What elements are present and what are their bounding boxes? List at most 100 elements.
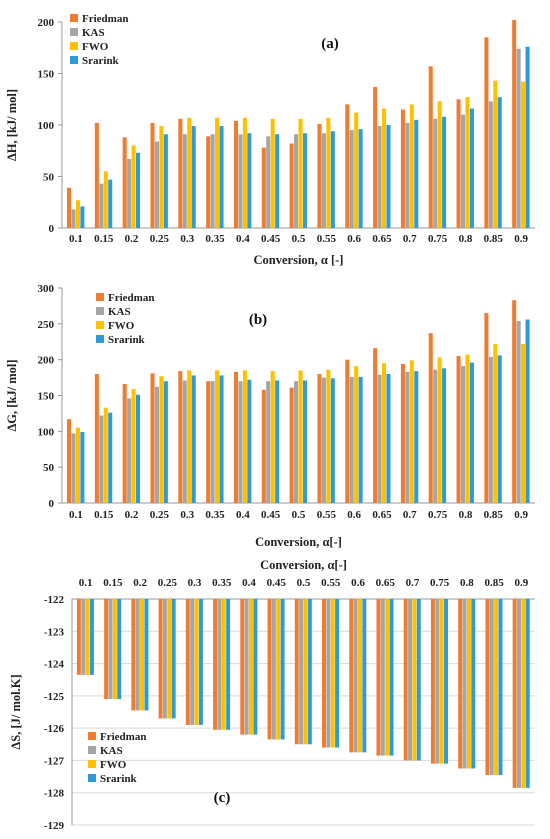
x-tick-label: 0.2 xyxy=(125,233,139,245)
bar-friedman-0.3 xyxy=(178,371,183,503)
legend-swatch-friedman xyxy=(88,732,96,740)
bar-kas-0.25 xyxy=(154,141,159,228)
bar-fwo-0.25 xyxy=(159,126,164,228)
x-tick-label: 0.15 xyxy=(94,233,114,245)
x-tick-label: 0.25 xyxy=(158,577,178,589)
x-tick-label: 0.9 xyxy=(514,233,528,245)
legend-swatch-fwo xyxy=(96,321,104,329)
x-tick-label: 0.55 xyxy=(317,509,337,521)
bar-fwo-0.7 xyxy=(409,360,414,503)
x-tick-label: 0.65 xyxy=(372,233,392,245)
bar-fwo-0.3 xyxy=(187,370,192,503)
bar-fwo-0.8 xyxy=(466,599,471,769)
x-tick-label: 0.3 xyxy=(188,577,202,589)
bar-srarink-0.45 xyxy=(275,134,280,228)
bar-srarink-0.85 xyxy=(497,355,502,503)
chart-panel-2: 0 50 100 150 200 250 300 0.1 0.15 0.2 0.25 0.3 0.35 0… xyxy=(5,283,535,549)
bar-kas-0.9 xyxy=(516,48,521,228)
y-tick-label: -125 xyxy=(44,691,65,703)
bar-friedman-0.8 xyxy=(456,99,461,228)
bar-fwo-0.3 xyxy=(194,599,199,725)
bar-srarink-0.5 xyxy=(302,380,307,503)
x-tick-label: 0.7 xyxy=(406,577,420,589)
y-axis-label: ΔG, [kJ/ mol] xyxy=(5,359,19,431)
bar-friedman-0.1 xyxy=(67,187,72,228)
bar-srarink-0.8 xyxy=(471,599,476,769)
bar-kas-0.65 xyxy=(380,599,385,756)
x-tick-label: 0.7 xyxy=(403,509,417,521)
bar-fwo-0.45 xyxy=(270,371,275,503)
bar-srarink-0.3 xyxy=(198,599,203,725)
x-tick-label: 0.4 xyxy=(236,233,250,245)
x-tick-label: 0.8 xyxy=(460,577,474,589)
legend-label-srarink: Srarink xyxy=(108,334,146,346)
bar-srarink-0.85 xyxy=(497,97,502,228)
bar-srarink-0.45 xyxy=(280,599,285,740)
x-tick-label: 0.1 xyxy=(69,233,83,245)
bar-srarink-0.1 xyxy=(80,432,85,503)
bar-friedman-0.6 xyxy=(349,599,354,753)
x-tick-label: 0.6 xyxy=(347,509,361,521)
bar-srarink-0.1 xyxy=(80,206,85,228)
x-tick-label: 0.7 xyxy=(403,233,417,245)
bar-srarink-0.7 xyxy=(414,119,419,228)
legend-label-kas: KAS xyxy=(108,306,131,318)
bar-friedman-0.55 xyxy=(317,123,322,228)
bar-kas-0.8 xyxy=(460,366,466,503)
x-tick-label: 0.9 xyxy=(514,509,528,521)
bar-fwo-0.15 xyxy=(103,171,108,228)
bar-friedman-0.8 xyxy=(458,599,463,769)
y-tick-label: 250 xyxy=(38,319,55,331)
bar-fwo-0.9 xyxy=(521,343,526,503)
legend-swatch-kas xyxy=(70,28,78,36)
x-tick-label: 0.55 xyxy=(321,577,341,589)
bar-friedman-0.35 xyxy=(206,381,211,503)
bar-friedman-0.6 xyxy=(345,104,350,228)
y-tick-label: 200 xyxy=(38,355,55,367)
bar-friedman-0.1 xyxy=(76,599,81,675)
bar-friedman-0.85 xyxy=(484,37,489,229)
bar-kas-0.5 xyxy=(294,381,299,503)
bar-srarink-0.65 xyxy=(386,374,391,503)
x-tick-label: 0.6 xyxy=(351,577,365,589)
bar-kas-0.55 xyxy=(326,599,331,748)
bar-kas-0.15 xyxy=(108,599,113,700)
chart-panel-1: 0 50 100 150 200 0.1 0.15 0.2 0.25 0.3 0.35 0.4 0.45… xyxy=(5,13,535,267)
legend-swatch-friedman xyxy=(70,14,78,22)
bar-friedman-0.4 xyxy=(233,371,238,503)
bar-fwo-0.55 xyxy=(330,599,335,748)
legend: Friedman KAS FWO Srarink xyxy=(88,731,146,785)
bar-fwo-0.35 xyxy=(221,599,226,730)
bar-kas-0.7 xyxy=(405,371,410,503)
bar-friedman-0.5 xyxy=(294,599,299,745)
bar-fwo-0.6 xyxy=(357,599,362,753)
bar-fwo-0.7 xyxy=(409,104,414,228)
bar-kas-0.35 xyxy=(210,134,215,228)
x-tick-label: 0.25 xyxy=(150,233,170,245)
bar-kas-0.55 xyxy=(321,133,326,228)
bar-friedman-0.65 xyxy=(373,86,378,228)
bar-friedman-0.25 xyxy=(158,599,163,719)
bar-fwo-0.65 xyxy=(381,363,387,503)
bar-kas-0.75 xyxy=(433,118,438,228)
panel-label: (b) xyxy=(249,312,267,328)
y-tick-label: -127 xyxy=(44,755,65,767)
bar-fwo-0.2 xyxy=(131,145,136,228)
bar-srarink-0.25 xyxy=(163,134,168,228)
bar-friedman-0.45 xyxy=(261,389,266,503)
bar-kas-0.35 xyxy=(210,381,215,503)
x-tick-label: 0.45 xyxy=(261,233,281,245)
x-tick-label: 0.2 xyxy=(133,577,147,589)
legend-label-kas: KAS xyxy=(100,745,123,757)
bar-srarink-0.3 xyxy=(191,375,196,503)
y-axis-label: ΔH, [kJ/ mol] xyxy=(5,89,19,161)
legend: Friedman KAS FWO Srarink xyxy=(96,292,154,346)
bar-kas-0.7 xyxy=(405,122,410,228)
legend-swatch-srarink xyxy=(88,774,96,782)
bar-friedman-0.85 xyxy=(484,313,489,503)
bar-friedman-0.2 xyxy=(122,137,127,228)
bar-kas-0.65 xyxy=(377,374,382,503)
bar-srarink-0.4 xyxy=(247,379,252,503)
bar-fwo-0.1 xyxy=(85,599,90,675)
bar-kas-0.5 xyxy=(299,599,304,745)
